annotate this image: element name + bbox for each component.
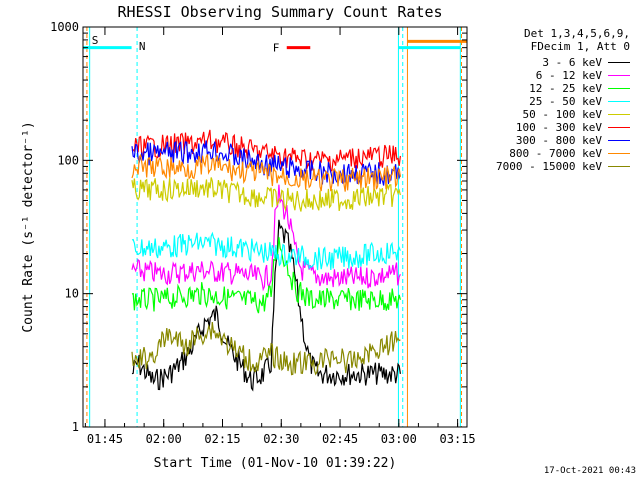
legend-swatch-1 [608, 75, 630, 76]
legend-swatch-3 [608, 101, 630, 102]
legend-entry-8: 7000 - 15000 keV [496, 160, 630, 173]
series-line-2 [131, 237, 401, 314]
series-line-6 [131, 140, 401, 186]
footer-date: 17-Oct-2021 00:43 [543, 466, 636, 476]
legend-entry-4: 50 - 100 keV [523, 108, 630, 121]
legend-entry-6: 300 - 800 keV [516, 134, 630, 147]
legend-swatch-4 [608, 114, 630, 115]
legend-swatch-2 [608, 88, 630, 89]
series-line-1 [131, 184, 401, 292]
legend-label-3: 25 - 50 keV [529, 95, 602, 108]
legend-swatch-5 [608, 127, 630, 128]
legend-header-line-2: FDecim 1, Att 0 [530, 40, 630, 53]
x-tick-label-3: 02:30 [263, 432, 299, 446]
legend-header-line-1: Det 1,3,4,5,6,9, [524, 27, 630, 40]
x-tick-label-1: 02:00 [146, 432, 182, 446]
legend-swatch-0 [608, 62, 630, 63]
legend-label-8: 7000 - 15000 keV [496, 160, 602, 173]
legend-label-7: 800 - 7000 keV [509, 147, 602, 160]
legend-label-6: 300 - 800 keV [515, 134, 602, 147]
series-line-0 [131, 219, 401, 392]
x-axis-ticks: 01:45 02:00 02:15 02:30 02:45 03:00 03:15 [84, 27, 476, 446]
flare-marker-label: F [273, 42, 280, 55]
legend-header: Det 1,3,4,5,6,9, FDecim 1, Att 0 [524, 27, 630, 53]
y-tick-label-0: 1 [72, 420, 79, 434]
series-line-5 [131, 129, 401, 173]
legend-label-4: 50 - 100 keV [522, 108, 602, 121]
y-tick-label-2: 100 [57, 153, 79, 167]
series-line-8 [131, 322, 401, 376]
plot-frame [82, 26, 468, 428]
legend-entry-7: 800 - 7000 keV [509, 147, 630, 160]
legend-label-2: 12 - 25 keV [529, 82, 602, 95]
chart-title: RHESSI Observing Summary Count Rates [117, 3, 442, 21]
legend-entry-0: 3 - 6 keV [542, 56, 630, 69]
x-tick-label-4: 02:45 [322, 432, 358, 446]
legend-entry-3: 25 - 50 keV [529, 95, 630, 108]
legend-label-0: 3 - 6 keV [542, 56, 602, 69]
series-line-4 [131, 177, 401, 212]
x-tick-label-0: 01:45 [87, 432, 123, 446]
saa-marker-label: S [92, 34, 99, 47]
y-tick-label-3: 1000 [50, 20, 79, 34]
legend-entry-2: 12 - 25 keV [529, 82, 630, 95]
legend-swatch-6 [608, 140, 630, 141]
markers: FS N [92, 34, 311, 55]
y-axis-label: Count Rate (s⁻¹ detector⁻¹) [21, 121, 36, 332]
x-tick-label-6: 03:15 [440, 432, 476, 446]
night-marker-label: N [139, 40, 146, 53]
x-axis-label: Start Time (01-Nov-10 01:39:22) [154, 456, 397, 471]
x-tick-label-2: 02:15 [204, 432, 240, 446]
legend-swatch-7 [608, 153, 630, 154]
y-tick-label-1: 10 [65, 287, 79, 301]
legend-swatch-8 [608, 166, 630, 167]
plot-area [83, 27, 467, 427]
x-tick-label-5: 03:00 [381, 432, 417, 446]
series-line-3 [131, 231, 401, 271]
legend-label-1: 6 - 12 keV [535, 69, 602, 82]
legend-entry-5: 100 - 300 keV [516, 121, 630, 134]
legend-label-5: 100 - 300 keV [515, 121, 602, 134]
legend-entry-1: 6 - 12 keV [536, 69, 630, 82]
series-line-7 [131, 153, 401, 192]
y-axis-ticks: 1 10 100 1000 [50, 20, 467, 434]
